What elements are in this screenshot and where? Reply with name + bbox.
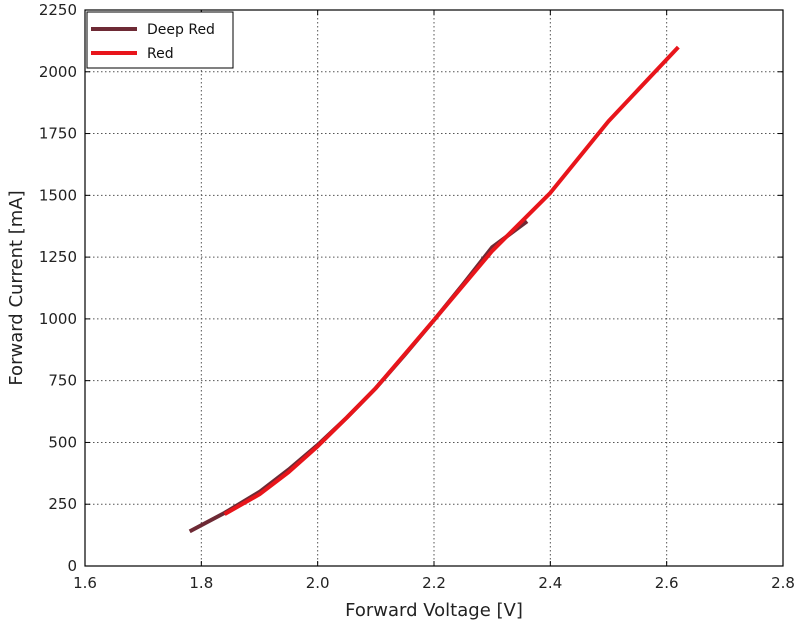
x-tick-label: 2.4 bbox=[538, 574, 562, 592]
y-tick-label: 2250 bbox=[39, 1, 77, 19]
tick-layer: 1.6 1.8 2.0 2.2 2.4 2.6 2.8 0 250 500 750 1000 1250 1… bbox=[39, 1, 794, 592]
y-tick-label: 2000 bbox=[39, 63, 77, 81]
y-tick-label: 750 bbox=[48, 372, 77, 390]
x-axis-label: Forward Voltage [V] bbox=[345, 600, 523, 621]
y-tick-label: 250 bbox=[48, 495, 77, 513]
x-tick-label: 2.8 bbox=[771, 574, 794, 592]
y-tick-label: 1500 bbox=[39, 186, 77, 204]
series-line-red bbox=[225, 47, 679, 514]
legend-label: Red bbox=[147, 46, 174, 62]
y-tick-label: 1750 bbox=[39, 125, 77, 143]
y-tick-label: 500 bbox=[48, 433, 77, 451]
y-axis-label: Forward Current [mA] bbox=[6, 190, 27, 385]
y-tick-label: 1000 bbox=[39, 310, 77, 328]
y-tick-label: 1250 bbox=[39, 248, 77, 266]
x-tick-label: 2.6 bbox=[655, 574, 679, 592]
legend-label: Deep Red bbox=[147, 22, 215, 38]
x-tick-label: 2.2 bbox=[422, 574, 446, 592]
legend: Deep Red Red bbox=[87, 12, 233, 68]
y-tick-label: 0 bbox=[67, 557, 77, 575]
x-tick-label: 1.6 bbox=[73, 574, 97, 592]
x-tick-label: 2.0 bbox=[306, 574, 330, 592]
x-tick-label: 1.8 bbox=[189, 574, 213, 592]
grid-layer bbox=[85, 10, 783, 566]
